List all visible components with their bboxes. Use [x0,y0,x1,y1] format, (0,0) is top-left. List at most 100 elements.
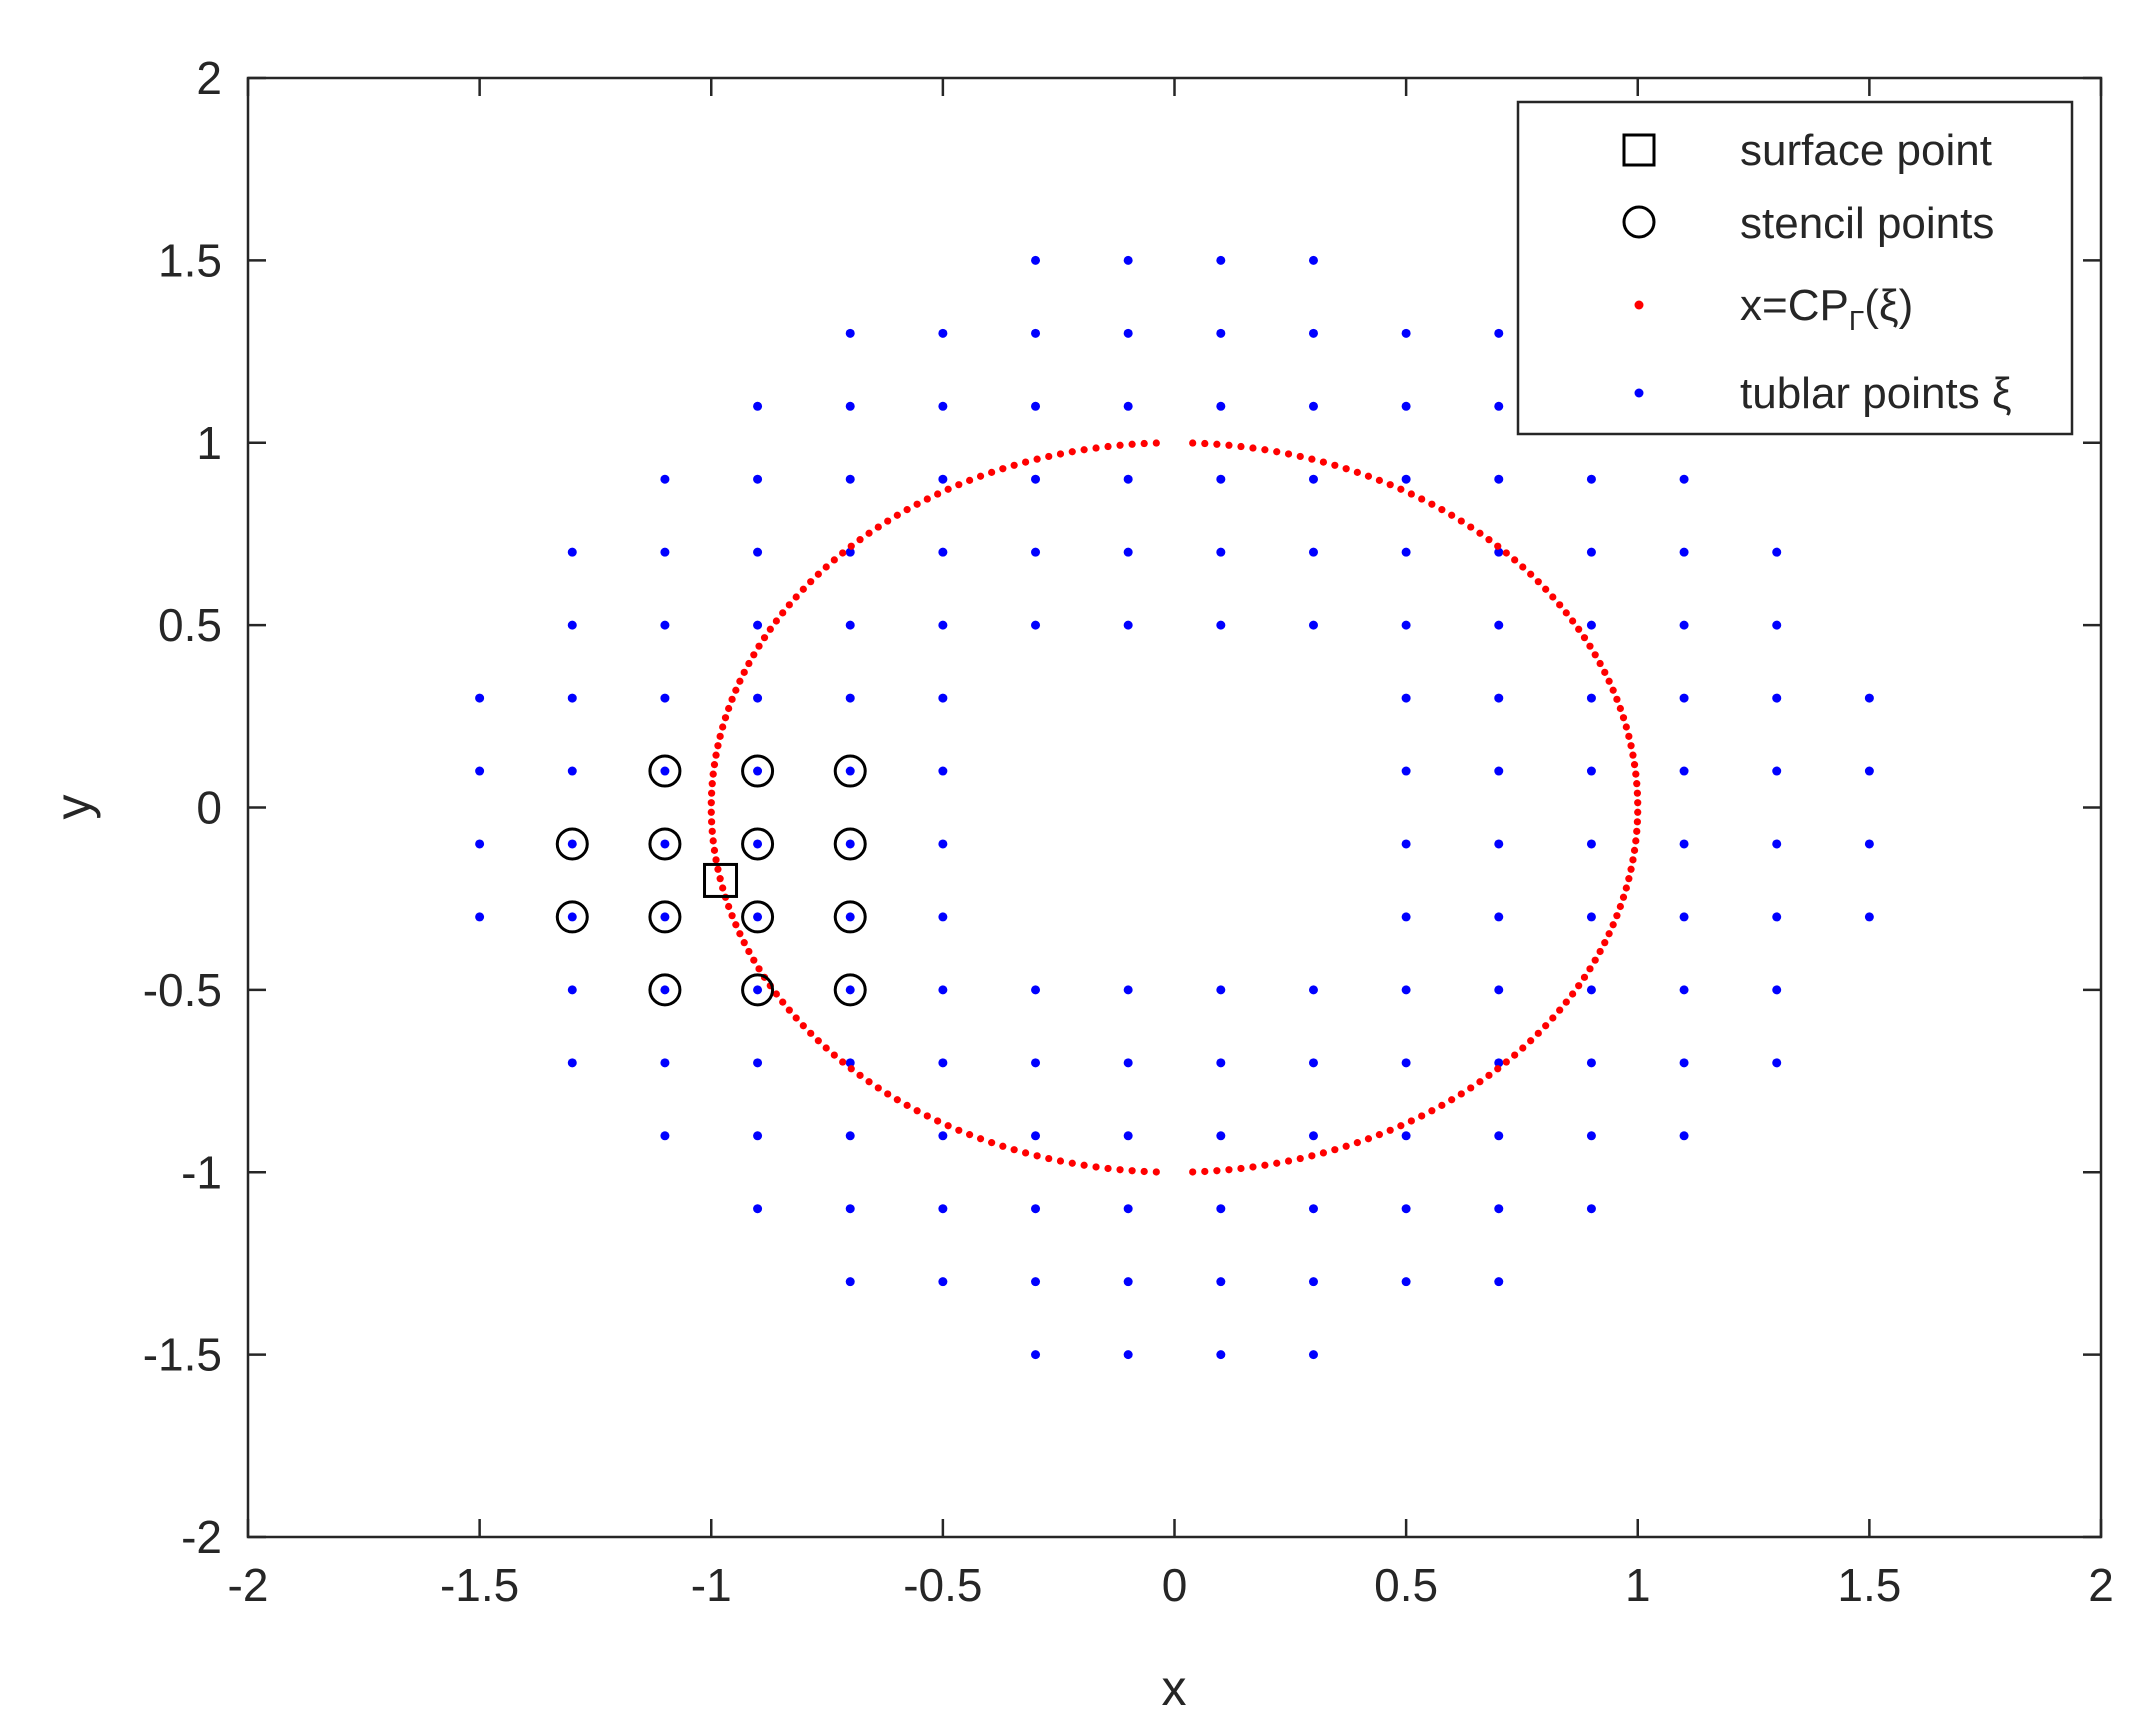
tubular-point [567,547,577,557]
surface-point [703,862,739,898]
tubular-point [1123,547,1133,557]
closest-point [1619,893,1628,901]
closest-point [1353,1139,1361,1147]
closest-point [1613,695,1621,703]
closest-point [1331,1146,1339,1154]
closest-point [1104,1164,1112,1173]
y-tick-label: 1 [196,417,222,469]
closest-point [988,1139,996,1147]
closest-point [1342,465,1350,473]
closest-point [772,990,780,998]
closest-point [1407,1117,1415,1125]
tubular-point [660,693,670,703]
closest-point [740,668,748,676]
tubular-point [1401,1277,1411,1287]
closest-point [1601,939,1609,947]
closest-point [1591,651,1599,659]
tubular-point [1494,401,1504,411]
closest-point [1534,578,1542,586]
closest-point [1319,1149,1328,1157]
tubular-point [567,985,577,995]
closest-point [1556,601,1564,609]
closest-point [830,556,838,564]
tubular-point [1401,985,1411,995]
tubular-point [753,547,763,557]
closest-point [1080,446,1088,454]
tubular-point [1031,474,1041,484]
tubular-point [1679,839,1689,849]
closest-point [1273,448,1281,456]
legend-cp-label: x=CPΓ(ξ) [1740,281,1913,336]
closest-point [999,1142,1007,1150]
tubular-point [938,693,948,703]
tubular-point [938,1204,948,1214]
closest-points-series [707,439,1642,1176]
tubular-point [1308,1058,1318,1068]
stencil-point [648,754,682,788]
closest-point [1375,1131,1383,1139]
tubular-point [475,693,485,703]
tubular-point [1216,255,1226,265]
tubular-point [1031,1350,1041,1360]
closest-point [712,751,720,759]
tubular-point [1123,255,1133,265]
tubular-point [845,766,855,776]
stencil-point [741,827,775,861]
tubular-point [660,1131,670,1141]
tubular-point [845,912,855,922]
tubular-point [938,766,948,776]
closest-point [1502,549,1510,557]
tubular-point [1123,620,1133,630]
x-tick-label: 0.5 [1374,1559,1438,1611]
tubular-point [1308,1131,1318,1141]
tubular-point [1401,693,1411,703]
closest-point [1056,1157,1065,1165]
closest-point [708,780,716,788]
tubular-point [567,1058,577,1068]
closest-point [903,506,911,514]
closest-point [721,714,730,722]
tubular-point [1401,620,1411,630]
tubular-point [845,1204,855,1214]
closest-point [779,998,787,1006]
closest-point [1261,446,1269,454]
tubular-point [1772,766,1782,776]
tubular-point [660,474,670,484]
closest-point [822,563,830,571]
closest-point [1010,1146,1018,1154]
closest-point [1296,1154,1304,1163]
closest-point [1397,1122,1405,1130]
tubular-point [1216,1131,1226,1141]
tubular-point [1864,839,1874,849]
closest-point [1448,511,1456,519]
tubular-point [567,912,577,922]
tubular-point [660,547,670,557]
tubular-point [1401,328,1411,338]
y-tick-label: -2 [181,1511,222,1563]
legend-stencil-label: stencil points [1740,199,1994,248]
tubular-point [1494,1131,1504,1141]
closest-point [1476,1078,1484,1086]
tubular-point [1401,766,1411,776]
closest-point [1549,593,1557,601]
tubular-point [845,474,855,484]
tubular-point [753,1131,763,1141]
stencil-point [555,900,589,934]
closest-point [755,965,763,973]
y-tick-label: 0.5 [158,599,222,651]
closest-point [1596,947,1604,956]
tubular-point [1123,1277,1133,1287]
closest-point [1249,1163,1257,1171]
tubular-point [1586,985,1596,995]
stencil-point [555,827,589,861]
closest-point [1609,921,1617,929]
tubular-point [1679,1058,1689,1068]
tick-labels: -2 -1.5 -1 -0.5 0 0.5 1 1.5 2 -2 -1.5 -1 -0.5 0 0.5 1 1.… [143,52,2114,1611]
tubular-point [660,766,670,776]
closest-point [856,536,864,544]
closest-point [814,570,822,578]
closest-point [814,1037,822,1045]
tubular-point [1494,912,1504,922]
closest-point [923,495,931,503]
closest-point [708,789,716,797]
